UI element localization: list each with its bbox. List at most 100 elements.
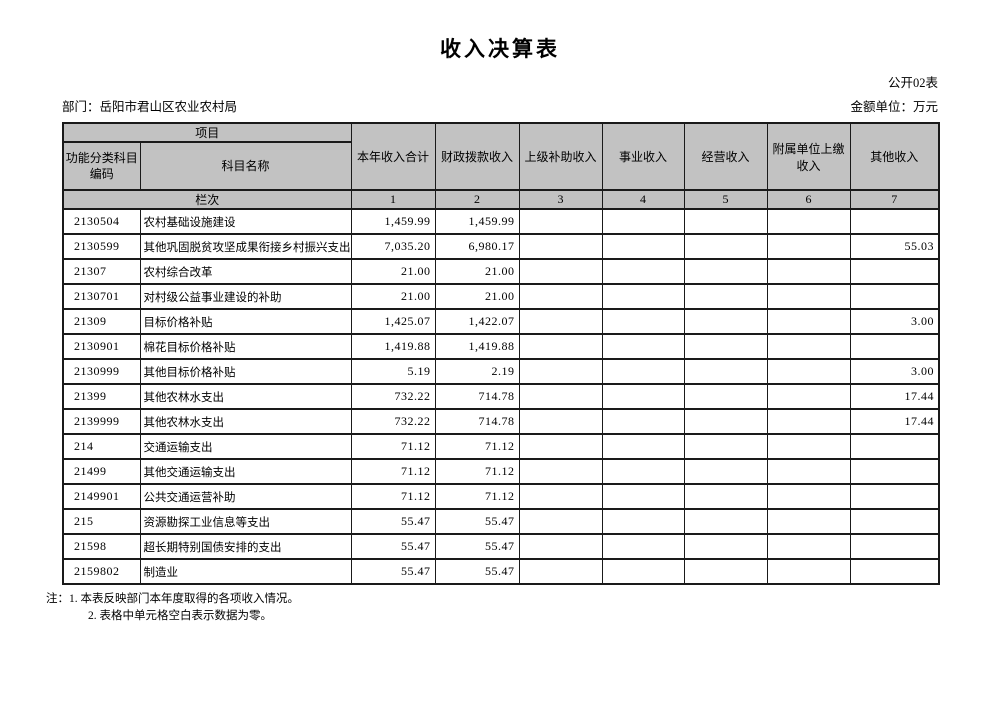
column-index-2: 2 bbox=[434, 189, 520, 210]
amount-cell bbox=[518, 308, 603, 335]
amount-cell bbox=[766, 208, 851, 235]
amount-cell bbox=[601, 283, 685, 310]
column-index-6: 6 bbox=[766, 189, 851, 210]
subject-name-header: 科目名称 bbox=[139, 141, 352, 191]
amount-cell bbox=[683, 483, 768, 510]
subject-code-cell: 215 bbox=[62, 508, 141, 535]
column-header-affiliated-unit-payment-income: 附属单位上缴收入 bbox=[766, 122, 851, 191]
amount-cell bbox=[683, 433, 768, 460]
subject-code-cell: 21307 bbox=[62, 258, 141, 285]
amount-cell: 21.00 bbox=[434, 283, 520, 310]
table-code-label: 公开02表 bbox=[887, 76, 938, 90]
header-row-project: 项目 本年收入合计 财政拨款收入 上级补助收入 事业收入 经营收入 附属单位上缴… bbox=[62, 122, 940, 191]
page-title: 收入决算表 bbox=[440, 37, 560, 61]
subject-code-cell: 2159802 bbox=[62, 558, 141, 585]
amount-cell: 1,419.88 bbox=[350, 333, 436, 360]
amount-unit-label: 金额单位：万元 bbox=[850, 100, 938, 114]
amount-cell bbox=[849, 458, 940, 485]
amount-cell bbox=[766, 483, 851, 510]
subject-code-cell: 21499 bbox=[62, 458, 141, 485]
amount-cell: 1,459.99 bbox=[434, 208, 520, 235]
amount-cell: 55.47 bbox=[434, 558, 520, 585]
subject-name-cell: 公共交通运营补助 bbox=[139, 483, 352, 510]
amount-cell bbox=[601, 508, 685, 535]
amount-cell bbox=[518, 283, 603, 310]
project-header: 项目 bbox=[62, 122, 352, 143]
subject-code-cell: 2139999 bbox=[62, 408, 141, 435]
amount-cell: 55.03 bbox=[849, 233, 940, 260]
amount-cell bbox=[518, 533, 603, 560]
amount-cell bbox=[518, 358, 603, 385]
amount-cell: 714.78 bbox=[434, 383, 520, 410]
function-code-header: 功能分类科目编码 bbox=[62, 141, 141, 191]
amount-cell bbox=[849, 508, 940, 535]
table-row: 2139999 其他农林水支出 732.22 714.78 17.44 bbox=[62, 408, 940, 435]
amount-cell bbox=[601, 558, 685, 585]
amount-cell bbox=[601, 333, 685, 360]
amount-cell bbox=[601, 358, 685, 385]
column-header-other-income: 其他收入 bbox=[849, 122, 940, 191]
subject-code-cell: 2130701 bbox=[62, 283, 141, 310]
amount-cell bbox=[601, 383, 685, 410]
amount-cell bbox=[766, 508, 851, 535]
amount-cell: 5.19 bbox=[350, 358, 436, 385]
column-index-5: 5 bbox=[683, 189, 768, 210]
amount-cell bbox=[601, 483, 685, 510]
table-body: 2130504 农村基础设施建设 1,459.99 1,459.99 2130599 其他… bbox=[62, 208, 940, 585]
amount-cell: 17.44 bbox=[849, 408, 940, 435]
subject-code-cell: 214 bbox=[62, 433, 141, 460]
amount-cell bbox=[601, 533, 685, 560]
table-row: 2130901 棉花目标价格补贴 1,419.88 1,419.88 bbox=[62, 333, 940, 360]
amount-cell: 6,980.17 bbox=[434, 233, 520, 260]
subject-name-cell: 其他目标价格补贴 bbox=[139, 358, 352, 385]
amount-cell bbox=[766, 308, 851, 335]
amount-cell bbox=[849, 433, 940, 460]
amount-cell: 732.22 bbox=[350, 408, 436, 435]
amount-cell bbox=[683, 458, 768, 485]
column-index-label: 栏次 bbox=[62, 189, 352, 210]
amount-cell: 1,459.99 bbox=[350, 208, 436, 235]
amount-cell: 55.47 bbox=[350, 533, 436, 560]
amount-cell bbox=[518, 233, 603, 260]
amount-cell bbox=[683, 533, 768, 560]
subject-name-cell: 对村级公益事业建设的补助 bbox=[139, 283, 352, 310]
amount-cell bbox=[601, 208, 685, 235]
amount-cell bbox=[518, 333, 603, 360]
amount-cell bbox=[601, 408, 685, 435]
subject-code-cell: 21399 bbox=[62, 383, 141, 410]
amount-cell: 1,422.07 bbox=[434, 308, 520, 335]
column-header-fiscal-allocation-income: 财政拨款收入 bbox=[434, 122, 520, 191]
amount-cell bbox=[683, 358, 768, 385]
revenue-table: 项目 本年收入合计 财政拨款收入 上级补助收入 事业收入 经营收入 附属单位上缴… bbox=[62, 122, 941, 585]
note-2: 2. 表格中单元格空白表示数据为零。 bbox=[88, 610, 272, 623]
amount-cell bbox=[766, 558, 851, 585]
table-row: 21598 超长期特别国债安排的支出 55.47 55.47 bbox=[62, 533, 940, 560]
column-header-total-income: 本年收入合计 bbox=[350, 122, 436, 191]
amount-cell: 71.12 bbox=[434, 458, 520, 485]
header-row-index: 栏次 1 2 3 4 5 6 7 bbox=[62, 189, 940, 210]
amount-cell bbox=[849, 533, 940, 560]
column-index-4: 4 bbox=[601, 189, 685, 210]
amount-cell bbox=[518, 258, 603, 285]
amount-cell bbox=[601, 433, 685, 460]
amount-cell: 1,419.88 bbox=[434, 333, 520, 360]
department-label: 部门：岳阳市君山区农业农村局 bbox=[62, 100, 238, 114]
table-row: 2130701 对村级公益事业建设的补助 21.00 21.00 bbox=[62, 283, 940, 310]
amount-cell bbox=[518, 408, 603, 435]
table-row: 2149901 公共交通运营补助 71.12 71.12 bbox=[62, 483, 940, 510]
subject-name-cell: 资源勘探工业信息等支出 bbox=[139, 508, 352, 535]
amount-cell bbox=[766, 233, 851, 260]
subject-name-cell: 目标价格补贴 bbox=[139, 308, 352, 335]
subject-code-cell: 21598 bbox=[62, 533, 141, 560]
amount-cell bbox=[601, 258, 685, 285]
column-index-3: 3 bbox=[518, 189, 603, 210]
amount-cell bbox=[849, 208, 940, 235]
amount-cell bbox=[849, 258, 940, 285]
table-row: 2159802 制造业 55.47 55.47 bbox=[62, 558, 940, 585]
amount-cell bbox=[766, 258, 851, 285]
subject-name-cell: 制造业 bbox=[139, 558, 352, 585]
header-row-subject: 功能分类科目编码 科目名称 bbox=[62, 141, 939, 191]
amount-cell: 7,035.20 bbox=[350, 233, 436, 260]
amount-cell bbox=[766, 383, 851, 410]
amount-cell: 71.12 bbox=[350, 458, 436, 485]
